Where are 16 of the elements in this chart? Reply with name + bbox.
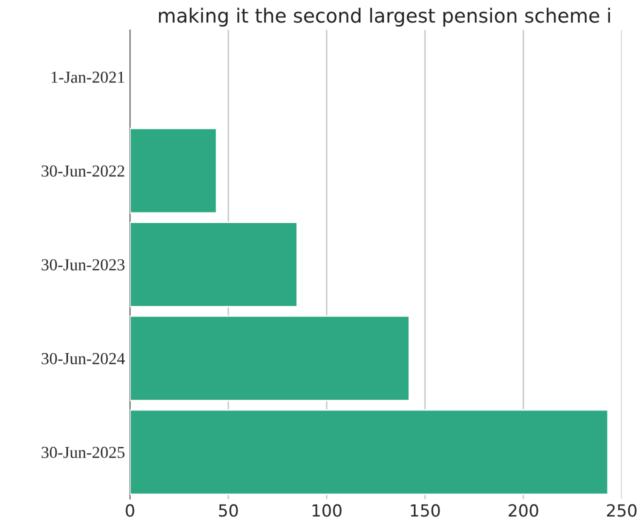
bar [130,409,609,496]
x-tick-label: 0 [126,504,134,517]
x-tick-label: 50 [219,504,238,517]
y-tick-label: 30-Jun-2024 [42,353,125,364]
y-tick-label: 30-Jun-2023 [42,259,124,270]
bar [130,222,298,308]
x-tick-label: 100 [312,504,342,517]
x-tick-label: 200 [508,504,538,517]
y-tick-label: 30-Jun-2022 [42,165,124,177]
y-tick-label: 30-Jun-2025 [42,446,124,458]
y-tick-label: 1-Jan-2021 [52,72,124,83]
bar [130,315,410,402]
x-tick-label: 150 [410,504,440,517]
x-tick-label: 250 [607,504,636,517]
bar [130,128,218,214]
chart-title: making it the second largest pension scheme i [158,8,610,27]
